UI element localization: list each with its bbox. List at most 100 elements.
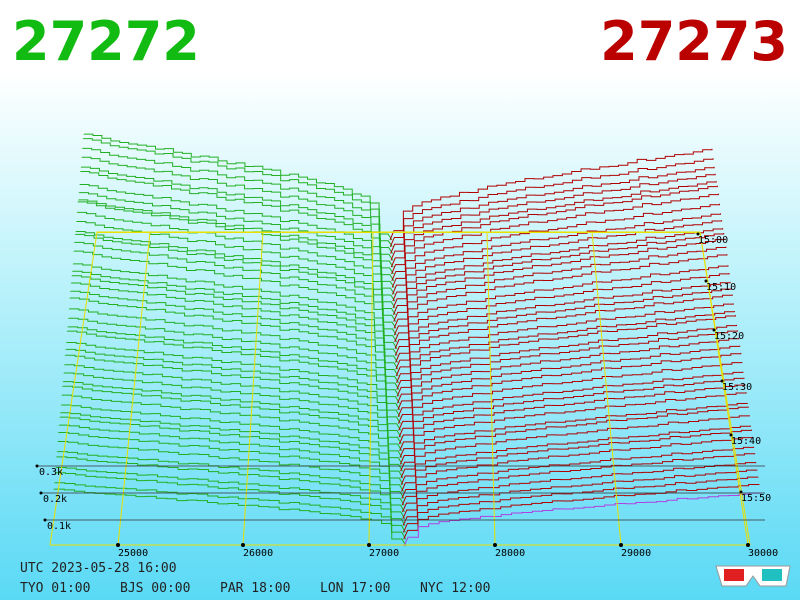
city-clock: TYO 01:00	[20, 581, 90, 596]
back-plane	[96, 231, 701, 233]
time-tick	[712, 328, 716, 332]
bid-curve	[62, 381, 403, 452]
time-tick-label: 15:10	[706, 282, 736, 293]
time-tick-label: 15:30	[722, 382, 752, 393]
bid-curve	[63, 372, 402, 445]
time-tick	[704, 279, 708, 283]
bid-curve	[53, 488, 407, 547]
ask-curve	[400, 406, 749, 472]
ask-curve	[397, 352, 742, 424]
ask-curve	[400, 415, 750, 479]
ask-curve	[400, 425, 751, 486]
price-grid-line	[486, 231, 496, 546]
bid-curve	[55, 466, 406, 526]
ask-curve	[390, 173, 716, 261]
depth-tick	[43, 518, 47, 522]
ask-curve	[402, 462, 757, 520]
ask-curve	[399, 402, 748, 465]
bid-curve	[76, 220, 396, 316]
ask-curve	[395, 294, 733, 370]
best-bid: 27272	[12, 10, 200, 73]
ask-curve	[398, 361, 743, 431]
ask-curve	[390, 181, 717, 268]
bid-curve	[58, 424, 404, 492]
ask-curve	[401, 429, 752, 492]
bid-curve	[76, 211, 396, 309]
ask-curve	[393, 238, 726, 322]
city-clock: LON 17:00	[320, 581, 390, 596]
bid-curve	[57, 440, 405, 506]
ask-curve	[402, 476, 759, 533]
ask-curve	[398, 371, 744, 438]
bid-curve	[58, 432, 405, 499]
city-clock: PAR 18:00	[220, 581, 290, 596]
depth-tick	[39, 491, 43, 495]
bid-curve	[60, 404, 404, 472]
price-tick-label: 30000	[748, 548, 778, 559]
time-tick-label: 15:20	[714, 331, 744, 342]
bid-curve	[66, 341, 401, 418]
ask-curve	[397, 345, 741, 418]
ask-curve	[391, 193, 719, 281]
depth-tick	[35, 464, 39, 468]
utc-time: UTC 2023-05-28 16:00	[20, 561, 177, 576]
bid-curve	[82, 147, 394, 254]
ask-curve	[396, 324, 738, 397]
ask-curve	[403, 492, 761, 547]
bid-curve	[64, 364, 402, 438]
bid-curve	[59, 416, 404, 486]
city-clock: NYC 12:00	[420, 581, 490, 596]
depth-tick-label: 0.3k	[39, 467, 63, 478]
bid-curve	[73, 250, 398, 343]
bid-curve	[60, 412, 404, 479]
bid-curve	[81, 156, 394, 261]
ask-curve	[390, 166, 715, 254]
time-tick-label: 15:50	[741, 493, 771, 504]
ask-curve	[401, 446, 755, 506]
bid-curve	[69, 297, 399, 384]
bid-curve	[77, 201, 396, 302]
bid-curve	[54, 472, 406, 533]
ask-curve	[401, 453, 756, 513]
time-tick-label: 15:00	[698, 235, 728, 246]
bid-curve	[83, 133, 393, 241]
bid-curve	[56, 451, 405, 513]
bid-curve	[74, 241, 397, 336]
bid-curve	[80, 171, 394, 275]
bid-curve	[70, 290, 399, 377]
depth-tick-label: 0.2k	[43, 494, 67, 505]
ask-curve	[397, 330, 739, 404]
bid-curve	[71, 275, 399, 363]
time-tick	[729, 433, 733, 437]
price-tick-label: 25000	[118, 548, 148, 559]
price-tick-label: 29000	[621, 548, 651, 559]
price-tick	[619, 543, 623, 547]
ask-curve	[392, 220, 723, 302]
price-tick	[367, 543, 371, 547]
best-ask: 27273	[600, 10, 788, 73]
ask-curve	[402, 469, 758, 526]
bid-curve	[78, 199, 395, 295]
grid: 25000 26000 27000 28000 29000 30000 15:00 15:10…	[35, 231, 778, 559]
bid-curve	[56, 456, 406, 520]
bid-curve	[75, 231, 397, 322]
ask-curve	[395, 288, 732, 363]
price-tick	[746, 543, 750, 547]
time-tick	[696, 232, 700, 236]
bid-curve	[61, 394, 403, 465]
ask-curve	[401, 436, 754, 499]
bid-curve	[80, 166, 394, 268]
bid-curve	[72, 263, 398, 350]
ask-curve	[392, 228, 724, 309]
ask-curve	[394, 265, 729, 343]
price-tick-label: 27000	[369, 548, 399, 559]
ask-curve	[396, 315, 736, 390]
price-tick	[493, 543, 497, 547]
ask-curve	[389, 158, 714, 247]
ask-curve	[393, 254, 728, 336]
bid-curve	[68, 308, 400, 390]
city-clock: BJS 00:00	[120, 581, 190, 596]
bid-curve	[70, 282, 399, 370]
